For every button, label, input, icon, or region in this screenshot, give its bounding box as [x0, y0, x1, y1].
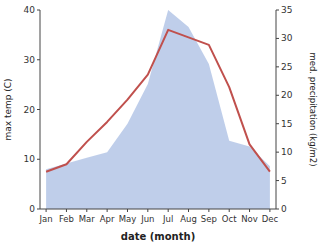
y2-tick-label: 20 [281, 90, 293, 100]
y-tick [37, 59, 40, 60]
y2-tick [276, 152, 279, 153]
x-tick-label: May [119, 214, 137, 224]
y-tick [37, 209, 40, 210]
x-tick-label: Nov [241, 214, 258, 224]
y-tick-label: 20 [24, 105, 36, 115]
y2-tick [276, 95, 279, 96]
y2-tick-label: 35 [281, 5, 292, 15]
x-tick [269, 209, 270, 212]
x-tick-label: Dec [262, 214, 279, 224]
y-tick [37, 159, 40, 160]
x-axis-line [40, 209, 276, 210]
x-tick-label: Jul [162, 214, 173, 224]
x-tick [249, 209, 250, 212]
y2-tick [276, 38, 279, 39]
x-tick [188, 209, 189, 212]
x-tick [46, 209, 47, 212]
x-tick [66, 209, 67, 212]
y-tick-label: 40 [24, 5, 36, 15]
x-tick [229, 209, 230, 212]
y2-tick [276, 66, 279, 67]
x-tick-label: Oct [222, 214, 237, 224]
y2-tick [276, 10, 279, 11]
y-axis-label: max temp (C) [3, 78, 13, 140]
y2-tick-label: 30 [281, 33, 293, 43]
y2-tick [276, 209, 279, 210]
x-tick-label: Mar [79, 214, 96, 224]
y2-tick-label: 25 [281, 62, 292, 72]
x-tick [168, 209, 169, 212]
y-tick-label: 0 [29, 204, 35, 214]
y-tick-label: 10 [24, 154, 36, 164]
chart: 01020304005101520253035JanFebMarAprMayJu… [0, 0, 318, 247]
line [46, 30, 270, 172]
x-tick [86, 209, 87, 212]
x-tick-label: Apr [100, 214, 115, 224]
y2-tick [276, 123, 279, 124]
plot-area [46, 10, 270, 209]
y-tick [37, 109, 40, 110]
y2-tick-label: 5 [281, 176, 287, 186]
y2-axis-line [276, 10, 277, 209]
y2-tick [276, 180, 279, 181]
x-tick-label: Feb [59, 214, 74, 224]
y2-tick-label: 15 [281, 119, 292, 129]
y-tick [37, 10, 40, 11]
area [46, 10, 270, 209]
y-tick-label: 30 [24, 55, 36, 65]
x-tick [107, 209, 108, 212]
x-tick-label: Sep [201, 214, 217, 224]
y2-axis-label: med. precipitation (kg/m2) [308, 52, 318, 166]
x-tick [127, 209, 128, 212]
x-tick-label: Aug [180, 214, 197, 224]
x-tick-label: Jun [140, 214, 154, 224]
y2-tick-label: 0 [281, 204, 287, 214]
x-tick [147, 209, 148, 212]
x-tick-label: Jan [39, 214, 53, 224]
y2-tick-label: 10 [281, 147, 293, 157]
x-tick [208, 209, 209, 212]
x-axis-label: date (month) [121, 231, 195, 242]
